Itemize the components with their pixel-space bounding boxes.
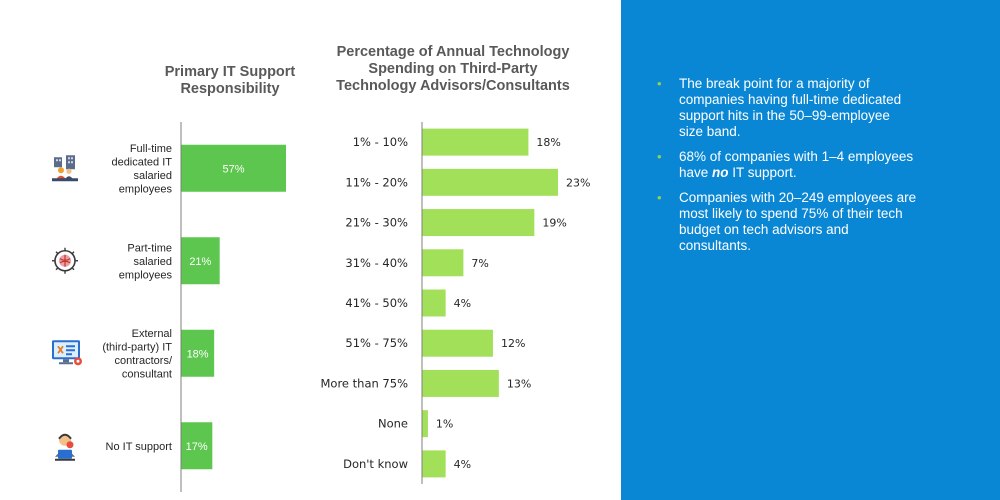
right-bar-value-label: 18% — [536, 136, 560, 149]
right-bar — [422, 369, 499, 397]
insight-text: IT support. — [728, 165, 797, 180]
right-category-label: 41% - 50% — [345, 296, 408, 310]
insight-bullet: • 68% of companies with 1–4 employees hav… — [657, 149, 917, 181]
office-workers-icon — [52, 155, 78, 182]
right-category-label: None — [378, 417, 408, 431]
bullet-marker: • — [657, 149, 662, 164]
left-category-label: salaried — [133, 256, 172, 268]
right-bar-value-label: 4% — [454, 458, 471, 471]
left-bar-value-label: 21% — [189, 256, 211, 268]
right-category-label: Don't know — [343, 457, 408, 471]
right-bar — [422, 329, 493, 357]
insight-bullet: • The break point for a majority of compa… — [657, 76, 917, 140]
left-category-label: consultant — [122, 369, 172, 381]
left-title-line: Responsibility — [180, 81, 280, 97]
right-bar — [422, 209, 535, 237]
left-category-label: employees — [119, 184, 173, 196]
left-chart-title: Primary IT Support Responsibility — [140, 64, 320, 98]
right-bar-value-label: 13% — [507, 377, 531, 390]
right-bar-value-label: 7% — [471, 257, 488, 270]
right-bar-value-label: 23% — [566, 176, 590, 189]
right-bar-chart: 1% - 10% 18% 11% - 20% 23% 21% - 30% 19% 31% -… — [320, 122, 590, 484]
computer-tools-icon — [51, 339, 83, 367]
left-bar — [181, 422, 213, 470]
left-category-label: employees — [119, 269, 173, 281]
insights-panel: • The break point for a majority of compa… — [621, 0, 1000, 500]
bullet-marker: • — [657, 190, 662, 205]
right-chart-title: Percentage of Annual Technology Spending… — [318, 44, 588, 95]
support-agent-icon — [54, 432, 76, 462]
left-bar-value-label: 17% — [186, 441, 208, 453]
right-title-line: Spending on Third-Party — [368, 61, 538, 77]
insight-text: Companies with 20–249 employees are most… — [679, 190, 917, 253]
right-bar-value-label: 19% — [542, 217, 566, 230]
insight-bullet: • Companies with 20–249 employees are mos… — [657, 190, 917, 254]
right-title-line: Technology Advisors/Consultants — [336, 78, 570, 94]
left-category-label: Part-time — [127, 242, 172, 254]
left-category-label: No IT support — [106, 441, 172, 453]
insights-list: • The break point for a majority of compa… — [657, 76, 917, 263]
right-bar — [422, 450, 446, 478]
left-category-label: salaried — [133, 170, 172, 182]
insight-text: no — [712, 165, 729, 180]
right-bar-value-label: 4% — [454, 297, 471, 310]
right-bar — [422, 128, 529, 156]
right-bar — [422, 249, 464, 277]
bullet-marker: • — [657, 76, 662, 91]
right-bar-value-label: 1% — [436, 418, 453, 431]
right-category-label: 1% - 10% — [353, 135, 408, 149]
right-bar — [422, 289, 446, 317]
right-category-label: 31% - 40% — [345, 256, 408, 270]
left-bar — [181, 144, 286, 192]
left-category-label: External — [132, 328, 172, 340]
left-bar — [181, 329, 215, 377]
insight-text: 68% of companies with 1–4 employees have — [679, 149, 914, 180]
left-bar — [181, 237, 220, 285]
left-category-label: dedicated IT — [111, 157, 172, 169]
left-bar-value-label: 18% — [187, 348, 209, 360]
right-title-line: Percentage of Annual Technology — [336, 44, 570, 60]
brain-icon — [51, 246, 79, 275]
left-icons — [51, 155, 83, 462]
left-bar-value-label: 57% — [222, 163, 244, 175]
right-bar — [422, 410, 428, 438]
right-bar — [422, 168, 558, 196]
right-category-label: 51% - 75% — [345, 336, 408, 350]
left-title-line: Primary IT Support — [164, 64, 296, 80]
left-category-label: Full-time — [130, 143, 172, 155]
right-category-label: 11% - 20% — [345, 175, 408, 189]
left-category-label: (third-party) IT — [102, 342, 172, 354]
right-bar-value-label: 12% — [501, 337, 525, 350]
right-category-label: 21% - 30% — [345, 216, 408, 230]
right-category-label: More than 75% — [320, 376, 408, 390]
insight-text: The break point for a majority of compan… — [679, 76, 902, 139]
left-category-label: contractors/ — [115, 355, 173, 367]
